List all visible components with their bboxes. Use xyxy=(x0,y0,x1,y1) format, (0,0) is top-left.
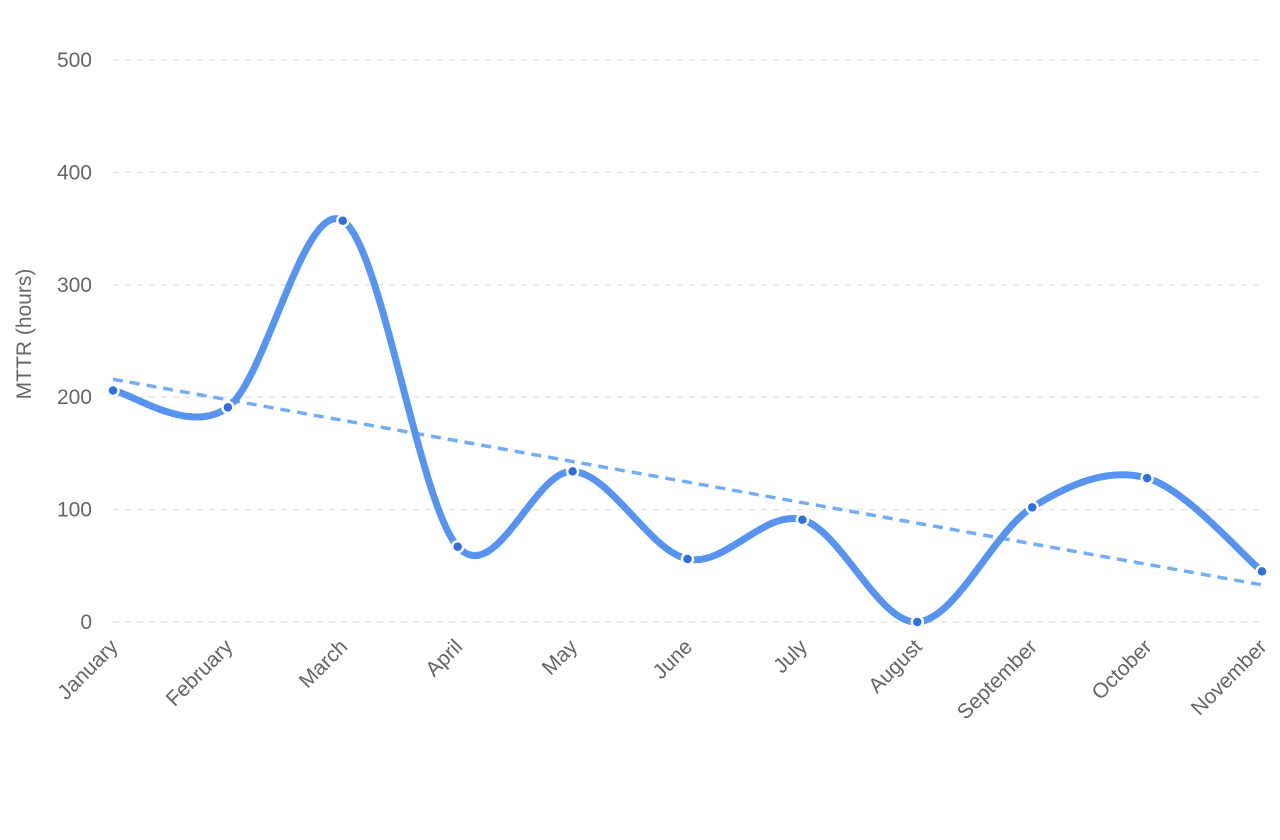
data-point xyxy=(795,512,810,527)
x-tick-label: March xyxy=(295,635,353,693)
data-point xyxy=(1255,564,1269,579)
data-point xyxy=(1025,500,1039,515)
x-tick-label: July xyxy=(769,635,812,678)
x-tick-label: June xyxy=(649,635,697,683)
data-point xyxy=(450,539,465,554)
y-tick-label: 0 xyxy=(80,611,92,634)
x-tick-label: September xyxy=(953,635,1042,724)
x-tick-label: May xyxy=(538,635,583,680)
y-axis-title: MTTR (hours) xyxy=(13,269,36,400)
y-axis-tick-labels: 0 100 200 300 400 500 xyxy=(57,49,92,634)
data-points xyxy=(106,213,1269,629)
x-tick-label: August xyxy=(864,635,927,698)
data-point xyxy=(336,213,350,228)
grid-lines xyxy=(113,59,1262,623)
x-axis-tick-labels: January February March April May June July Augu… xyxy=(53,635,1271,724)
data-point xyxy=(910,615,925,629)
x-tick-label: April xyxy=(421,635,467,681)
x-tick-label: November xyxy=(1187,635,1272,720)
x-tick-label: January xyxy=(53,635,122,704)
data-point xyxy=(106,383,120,398)
x-tick-label: February xyxy=(162,635,238,711)
y-tick-label: 200 xyxy=(57,386,92,409)
y-tick-label: 500 xyxy=(57,49,92,72)
data-point xyxy=(680,552,695,566)
data-point xyxy=(1140,471,1154,485)
data-point xyxy=(221,400,235,415)
y-tick-label: 300 xyxy=(57,274,92,297)
series-line xyxy=(109,215,1266,626)
y-tick-label: 100 xyxy=(57,499,92,522)
data-point xyxy=(565,464,580,479)
trend-line xyxy=(112,377,1263,587)
x-tick-label: October xyxy=(1088,635,1157,704)
y-tick-label: 400 xyxy=(57,161,92,184)
